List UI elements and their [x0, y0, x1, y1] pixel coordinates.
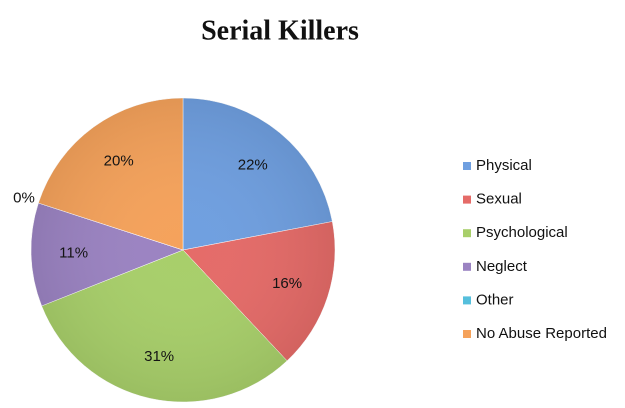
legend-label: Sexual — [476, 191, 522, 208]
legend-label: Neglect — [476, 258, 528, 275]
data-label: 22% — [238, 157, 268, 174]
legend-label: No Abuse Reported — [476, 325, 607, 342]
legend-label: Other — [476, 291, 514, 308]
legend-swatch — [463, 195, 471, 204]
data-label: 0% — [13, 189, 35, 206]
legend-swatch — [463, 162, 471, 170]
legend-swatch — [463, 296, 471, 305]
legend-swatch — [463, 262, 471, 271]
data-label: 11% — [59, 244, 88, 261]
chart-title: Serial Killers — [201, 15, 359, 46]
legend-swatch — [463, 229, 471, 238]
legend-label: Psychological — [476, 224, 568, 241]
data-label: 16% — [272, 275, 302, 292]
data-label: 31% — [144, 348, 174, 365]
legend-swatch — [463, 330, 471, 338]
data-label: 20% — [104, 152, 134, 169]
legend-label: Physical — [476, 157, 532, 174]
